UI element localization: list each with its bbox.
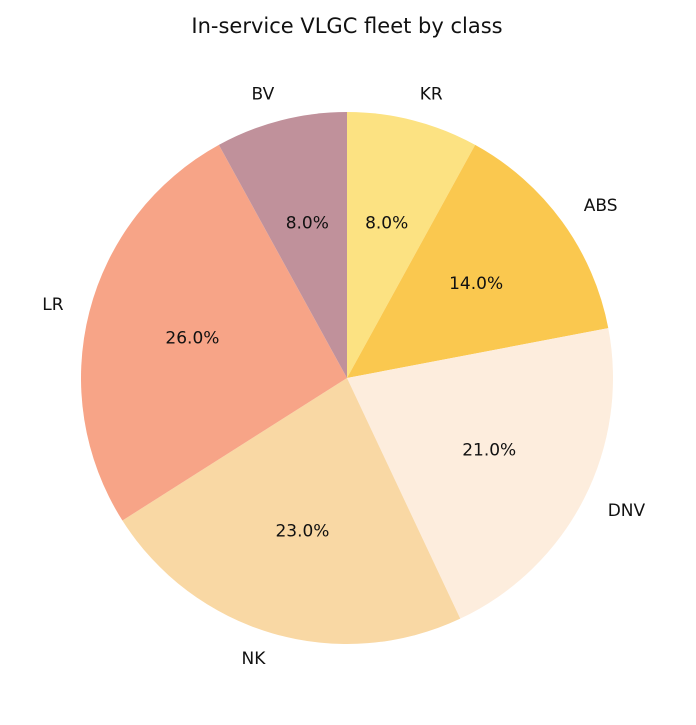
pie-slices — [81, 112, 613, 645]
pie-slice-bv — [218, 112, 347, 378]
slice-label-nk: NK — [241, 649, 266, 669]
percent-label-nk: 23.0% — [275, 521, 329, 541]
percent-label-dnv: 21.0% — [462, 440, 516, 460]
percent-label-abs: 14.0% — [449, 274, 503, 294]
pie-slice-dnv — [347, 328, 613, 619]
percent-label-bv: 8.0% — [286, 213, 329, 233]
pie-slice-kr — [347, 112, 476, 378]
pie-slice-abs — [347, 144, 609, 378]
slice-label-dnv: DNV — [608, 501, 646, 521]
slice-labels: KR ABS DNV NK LR BV — [42, 85, 645, 669]
slice-label-lr: LR — [42, 295, 63, 315]
percent-label-lr: 26.0% — [165, 328, 219, 348]
slice-label-kr: KR — [420, 85, 443, 105]
slice-label-abs: ABS — [584, 196, 618, 216]
pie-slice-nk — [122, 378, 461, 645]
percent-labels: 8.0% 14.0% 21.0% 23.0% 26.0% 8.0% — [165, 213, 516, 541]
slice-label-bv: BV — [251, 85, 274, 105]
percent-label-kr: 8.0% — [365, 213, 408, 233]
chart-title: In-service VLGC fleet by class — [191, 14, 502, 38]
pie-slice-lr — [81, 144, 348, 521]
